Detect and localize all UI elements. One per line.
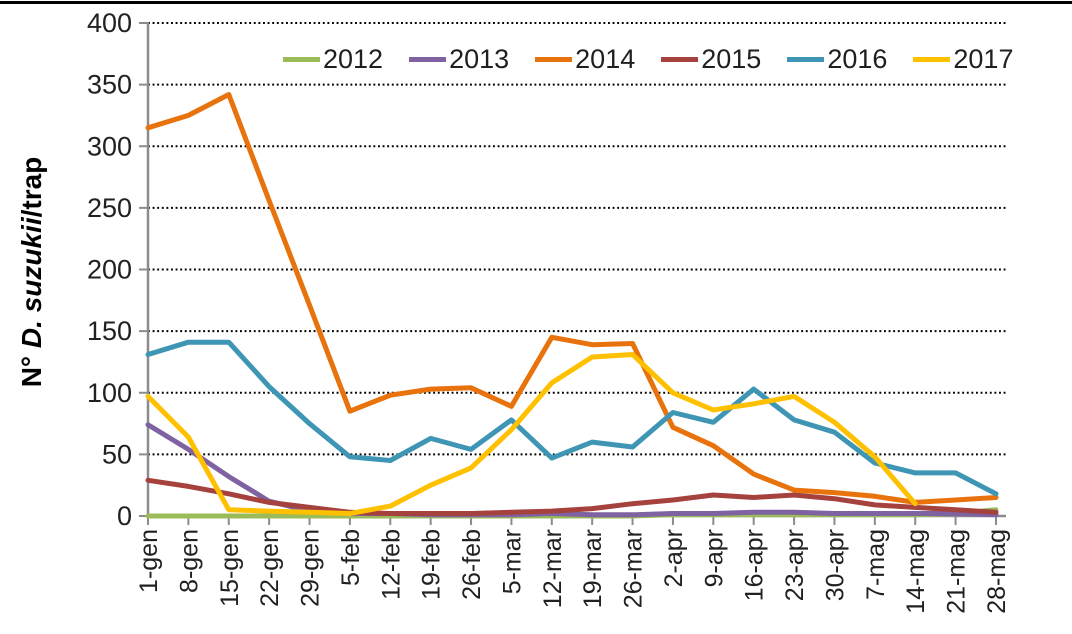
series-line-2016 <box>145 339 999 497</box>
legend-label-2014: 2014 <box>575 44 636 74</box>
y-tick-label-300: 300 <box>87 131 132 161</box>
x-tick-label-12-feb: 12-feb <box>377 529 405 600</box>
x-tick-label-19-feb: 19-feb <box>418 529 446 600</box>
x-tick-label-23-apr: 23-apr <box>781 529 809 601</box>
legend-swatch-2013 <box>409 57 447 62</box>
x-tick-label-19-mar: 19-mar <box>579 529 607 608</box>
legend-label-2013: 2013 <box>449 44 510 74</box>
legend-label-2016: 2016 <box>827 44 888 74</box>
y-axis-title: N° D. suzukii/trap <box>16 157 48 388</box>
x-tick-label-26-feb: 26-feb <box>458 529 486 600</box>
y-tick-label-100: 100 <box>87 378 132 408</box>
series-line-2015 <box>145 477 999 516</box>
y-axis-title-suffix: /trap <box>16 156 47 218</box>
y-tick-label-400: 400 <box>87 8 132 38</box>
legend-swatch-2014 <box>535 57 573 62</box>
x-tick-labels-group: 1-gen 8-gen 15-gen 22-gen 29-gen 5-feb 12-feb 1… <box>135 529 1011 614</box>
x-tick-label-22-gen: 22-gen <box>256 529 284 607</box>
x-tick-label-7-mag: 7-mag <box>862 529 890 600</box>
y-tick-label-150: 150 <box>87 316 132 346</box>
x-tick-label-26-mar: 26-mar <box>620 529 648 608</box>
x-tick-label-14-mag: 14-mag <box>902 529 930 614</box>
legend-swatch-2016 <box>787 57 825 62</box>
y-axis-title-prefix: N° <box>16 348 47 388</box>
legend-swatch-2015 <box>661 57 699 62</box>
y-tick-label-0: 0 <box>117 501 132 531</box>
legend-item-2017: 2017 <box>913 44 1013 75</box>
chart-legend: 2012 2013 2014 2015 2016 2017 <box>283 44 1013 75</box>
x-tick-label-1-gen: 1-gen <box>135 529 163 593</box>
x-tick-label-28-mag: 28-mag <box>983 529 1011 614</box>
x-tick-label-30-apr: 30-apr <box>821 529 849 601</box>
x-tick-label-21-mag: 21-mag <box>943 529 971 614</box>
legend-item-2012: 2012 <box>283 44 383 75</box>
legend-label-2017: 2017 <box>953 44 1014 74</box>
x-tick-label-5-feb: 5-feb <box>337 529 365 586</box>
series-group <box>145 92 999 519</box>
legend-item-2016: 2016 <box>787 44 887 75</box>
y-tick-label-200: 200 <box>87 255 132 285</box>
legend-swatch-2017 <box>913 57 951 62</box>
legend-label-2015: 2015 <box>701 44 762 74</box>
x-tick-label-29-gen: 29-gen <box>297 529 325 607</box>
legend-item-2015: 2015 <box>661 44 761 75</box>
y-tick-label-350: 350 <box>87 70 132 100</box>
figure-top-border <box>0 1 1072 4</box>
x-tick-label-12-mar: 12-mar <box>539 529 567 608</box>
series-line-2014 <box>145 92 999 505</box>
y-tick-label-250: 250 <box>87 193 132 223</box>
legend-label-2012: 2012 <box>323 44 384 74</box>
x-tick-label-9-apr: 9-apr <box>700 529 728 587</box>
x-tick-label-5-mar: 5-mar <box>498 529 526 594</box>
x-tick-label-16-apr: 16-apr <box>741 529 769 601</box>
x-tick-label-15-gen: 15-gen <box>216 529 244 607</box>
series-line-2017 <box>145 352 918 516</box>
legend-item-2013: 2013 <box>409 44 509 75</box>
y-axis-title-species: D. suzukii <box>16 217 47 349</box>
legend-swatch-2012 <box>283 57 320 62</box>
x-tick-label-2-apr: 2-apr <box>660 529 688 587</box>
y-tick-label-50: 50 <box>102 439 132 469</box>
y-tick-labels-group: 0 50 100 150 200 250 300 350 400 <box>87 8 132 531</box>
gridlines-group <box>148 22 1006 456</box>
x-tick-label-8-gen: 8-gen <box>175 529 203 593</box>
legend-item-2014: 2014 <box>535 44 635 75</box>
